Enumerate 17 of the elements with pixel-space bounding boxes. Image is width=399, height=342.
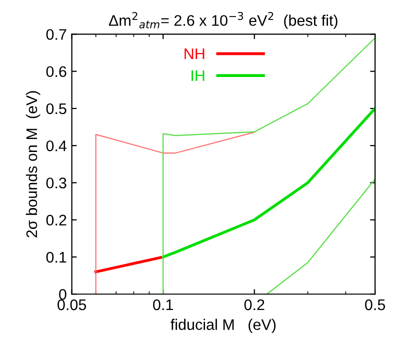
y-tick-label: 0 (59, 288, 66, 300)
x-axis-title: fiducial M (eV) (170, 318, 276, 334)
y-axis-title: 2σ bounds on M (eV) (26, 91, 40, 238)
legend-label: IH (192, 70, 204, 81)
legend-label: NH (184, 48, 204, 60)
x-tick-label: 0.2 (244, 299, 264, 310)
chart-title: Δm$^{2}$$_{atm}$= 2.6 x 10$^{−3}$ eV$^{2}$ (best fit) (108, 12, 338, 29)
y-tick-label: 0.7 (46, 29, 66, 40)
y-tick-label: 0.4 (46, 140, 67, 152)
y-tick-label: 0.3 (46, 178, 66, 188)
x-tick-label: 0.05 (58, 299, 86, 310)
x-tick-label: 0.1 (153, 299, 173, 310)
x-tick-label: 0.5 (365, 299, 386, 310)
y-tick-label: 0.2 (46, 214, 66, 226)
y-tick-label: 0.5 (46, 103, 66, 114)
y-tick-label: 0.6 (46, 66, 66, 78)
y-tick-label: 0.1 (46, 252, 66, 263)
